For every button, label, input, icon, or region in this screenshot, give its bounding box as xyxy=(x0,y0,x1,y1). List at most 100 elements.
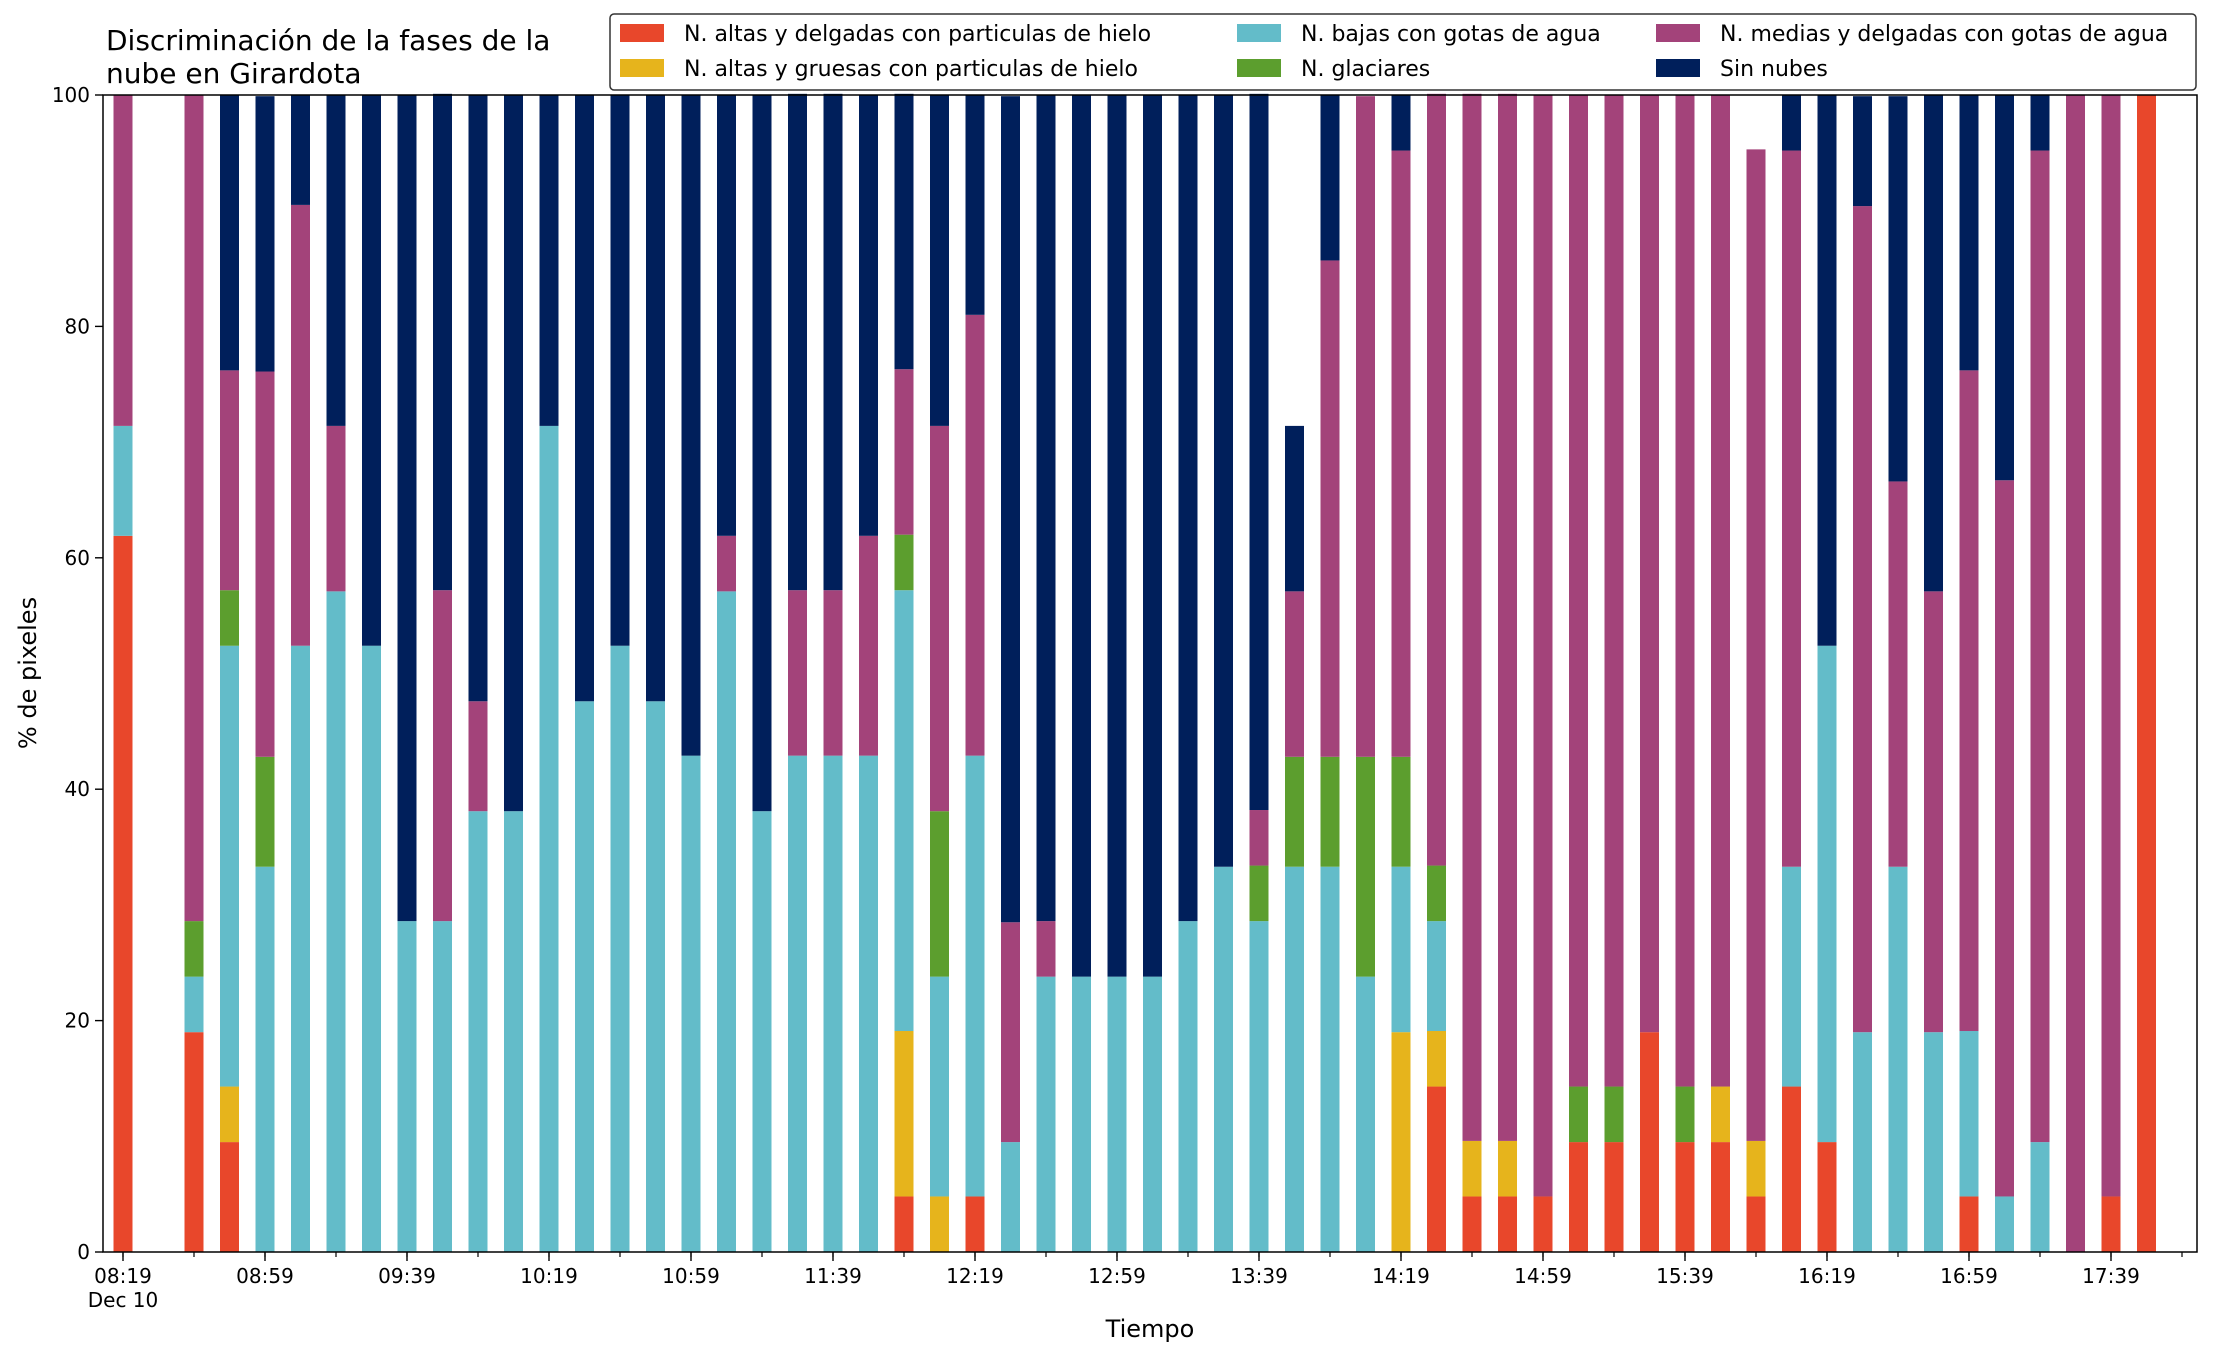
bar-segment-42-series-4 xyxy=(1604,95,1624,1087)
x-tick-sublabel: Dec 10 xyxy=(88,1288,159,1312)
y-tick-label: 100 xyxy=(52,83,90,107)
x-tick-label: 16:19 xyxy=(1798,1264,1856,1288)
bar-segment-45-series-4 xyxy=(1711,95,1730,1087)
bar-segment-2-series-2 xyxy=(184,976,204,1033)
bar-segment-20-series-4 xyxy=(823,590,843,756)
bar-segment-22-series-2 xyxy=(894,590,914,1032)
bar-segment-50-series-2 xyxy=(1888,866,1908,1252)
bar-segment-26-series-4 xyxy=(1036,921,1056,977)
bar-segment-52-series-5 xyxy=(1959,95,1979,371)
bar-segment-40-series-4 xyxy=(1533,95,1553,1197)
x-tick-label: 08:19 xyxy=(94,1264,152,1288)
bar-segment-38-series-0 xyxy=(1462,1196,1482,1252)
x-tick-label: 08:59 xyxy=(236,1264,294,1288)
y-axis-ticks: 0 20 40 60 80 100 xyxy=(52,83,103,1264)
bar-segment-51-series-5 xyxy=(1924,95,1943,592)
legend-label-4: N. medias y delgadas con gotas de agua xyxy=(1720,22,2168,47)
bar-segment-22-series-4 xyxy=(894,369,914,535)
legend-label-3: N. glaciares xyxy=(1301,57,1430,82)
bar-segment-54-series-4 xyxy=(2030,150,2050,1143)
bar-segment-0-series-2 xyxy=(113,425,133,536)
bar-segment-39-series-1 xyxy=(1498,1140,1517,1197)
bar-segment-46-series-0 xyxy=(1746,1196,1766,1252)
y-tick-label: 40 xyxy=(65,777,90,801)
bar-segment-53-series-4 xyxy=(1995,480,2014,1197)
bar-segment-29-series-5 xyxy=(1143,95,1162,977)
bar-segment-56-series-4 xyxy=(2101,95,2121,1197)
bar-segment-39-series-4 xyxy=(1498,93,1517,1141)
bar-segment-14-series-2 xyxy=(610,645,630,1252)
chart-title-line-2: nube en Girardota xyxy=(106,57,361,90)
bar-segment-49-series-5 xyxy=(1853,96,1872,207)
bar-segment-30-series-5 xyxy=(1178,95,1198,922)
bar-segment-33-series-5 xyxy=(1285,425,1304,592)
x-tick-label: 10:19 xyxy=(520,1264,578,1288)
bar-segment-9-series-5 xyxy=(433,93,452,591)
bar-segment-10-series-2 xyxy=(468,811,488,1252)
legend-label-0: N. altas y delgadas con particulas de hi… xyxy=(684,22,1151,47)
bar-segment-42-series-3 xyxy=(1604,1086,1624,1143)
bar-segment-36-series-1 xyxy=(1391,1032,1411,1252)
bar-segment-16-series-2 xyxy=(681,755,701,1252)
bar-segment-8-series-5 xyxy=(397,95,417,922)
bar-segment-9-series-2 xyxy=(433,921,452,1252)
bar-segment-26-series-2 xyxy=(1036,976,1056,1252)
x-axis-label: Tiempo xyxy=(1105,1315,1195,1343)
y-tick-label: 80 xyxy=(65,314,90,338)
bar-segment-23-series-4 xyxy=(930,425,949,812)
bar-segment-24-series-2 xyxy=(965,755,985,1197)
bar-segment-55-series-4 xyxy=(2066,95,2085,1252)
legend-swatch-0 xyxy=(620,24,664,42)
bar-segment-30-series-2 xyxy=(1178,921,1198,1252)
bar-segment-4-series-5 xyxy=(255,96,275,372)
bar-segment-18-series-5 xyxy=(752,95,772,812)
bar-segment-50-series-5 xyxy=(1888,96,1908,482)
bar-segment-32-series-3 xyxy=(1249,865,1269,922)
bar-segment-13-series-5 xyxy=(575,95,594,702)
bar-segment-32-series-4 xyxy=(1249,810,1269,866)
bar-segment-54-series-2 xyxy=(2030,1142,2050,1252)
bar-segment-53-series-5 xyxy=(1995,95,2014,481)
bar-segment-23-series-2 xyxy=(930,976,949,1197)
bar-segment-22-series-5 xyxy=(894,93,914,370)
legend-frame xyxy=(609,13,2197,91)
bar-segment-27-series-2 xyxy=(1072,976,1091,1252)
bar-segment-34-series-3 xyxy=(1320,756,1340,867)
bar-segment-47-series-2 xyxy=(1782,866,1801,1087)
bar-segment-4-series-3 xyxy=(255,756,275,867)
x-tick-label: 10:59 xyxy=(662,1264,720,1288)
legend-swatch-1 xyxy=(620,59,664,77)
bar-segment-36-series-3 xyxy=(1391,756,1411,867)
bar-segment-22-series-0 xyxy=(894,1196,914,1252)
bar-segment-57-series-0 xyxy=(2137,95,2156,1252)
bars-group xyxy=(113,93,2156,1252)
bar-segment-5-series-4 xyxy=(291,204,310,646)
bar-segment-5-series-5 xyxy=(291,95,310,205)
bar-segment-6-series-2 xyxy=(326,591,346,1252)
bar-segment-33-series-3 xyxy=(1285,756,1304,867)
bar-segment-6-series-4 xyxy=(326,425,346,592)
x-tick-label: 14:59 xyxy=(1514,1264,1572,1288)
x-tick-label: 11:39 xyxy=(804,1264,862,1288)
bar-segment-25-series-5 xyxy=(1001,96,1020,923)
bar-segment-17-series-2 xyxy=(717,591,736,1252)
bar-segment-37-series-3 xyxy=(1427,865,1446,922)
bar-segment-49-series-4 xyxy=(1853,206,1872,1033)
bar-segment-7-series-2 xyxy=(362,645,381,1252)
bar-segment-48-series-0 xyxy=(1817,1142,1837,1252)
bar-segment-19-series-4 xyxy=(788,590,807,756)
legend-swatch-5 xyxy=(1656,59,1700,77)
bar-segment-51-series-4 xyxy=(1924,591,1943,1033)
bar-segment-15-series-5 xyxy=(646,95,665,702)
bar-segment-52-series-0 xyxy=(1959,1196,1979,1252)
bar-segment-4-series-4 xyxy=(255,371,275,757)
bar-segment-12-series-2 xyxy=(539,425,559,1252)
bar-segment-9-series-4 xyxy=(433,590,452,922)
plot-area-frame xyxy=(102,94,2198,1253)
bar-segment-33-series-4 xyxy=(1285,591,1304,757)
bar-segment-15-series-2 xyxy=(646,701,665,1252)
bar-segment-41-series-4 xyxy=(1569,95,1588,1087)
bar-segment-35-series-4 xyxy=(1356,96,1375,757)
